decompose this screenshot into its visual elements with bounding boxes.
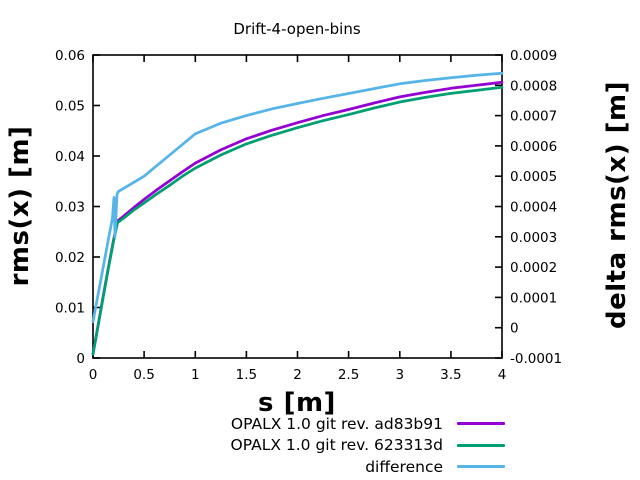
- y-tick-label: 0.06: [55, 48, 85, 64]
- legend: OPALX 1.0 git rev. ad83b91 OPALX 1.0 git…: [231, 413, 505, 478]
- y2-tick-label: 0.0003: [510, 230, 557, 246]
- x-tick-label: 3: [396, 367, 405, 383]
- x-tick-label: 2: [293, 367, 302, 383]
- legend-label: OPALX 1.0 git rev. ad83b91: [230, 414, 443, 433]
- legend-item: OPALX 1.0 git rev. ad83b91: [231, 413, 505, 435]
- y2-tick-label: 0.0001: [510, 290, 557, 306]
- x-tick-label: 0.5: [133, 367, 154, 383]
- x-tick-label: 0: [89, 367, 98, 383]
- legend-label: OPALX 1.0 git rev. 623313d: [230, 436, 443, 455]
- x-axis-label: s [m]: [258, 388, 336, 418]
- series-line-1: [91, 85, 504, 356]
- chart-title: Drift-4-open-bins: [233, 20, 361, 38]
- y2-tick-label: 0.0002: [510, 260, 557, 276]
- series-line-2: [91, 71, 504, 323]
- x-tick-label: 2.5: [338, 367, 359, 383]
- legend-item: difference: [231, 456, 505, 478]
- x-tick-label: 1: [191, 367, 200, 383]
- x-tick-label: 4: [498, 367, 507, 383]
- y-axis-label: rms(x) [m]: [5, 125, 35, 287]
- y-tick-label: 0: [76, 351, 85, 367]
- y2-tick-label: 0.0005: [510, 169, 557, 185]
- y-tick-label: 0.03: [55, 200, 85, 216]
- y2-tick-label: 0.0009: [510, 48, 557, 64]
- x-tick-label: 1.5: [236, 367, 257, 383]
- y-tick-label: 0.05: [55, 99, 85, 115]
- series-line-0: [91, 80, 504, 356]
- y-tick-label: 0.04: [55, 149, 85, 165]
- y2-tick-label: 0: [510, 321, 519, 337]
- y-tick-label: 0.02: [55, 250, 85, 266]
- legend-line-swatch: [457, 443, 505, 447]
- legend-item: OPALX 1.0 git rev. 623313d: [231, 435, 505, 457]
- y2-tick-label: -0.0001: [510, 351, 562, 367]
- legend-line-swatch: [457, 465, 505, 469]
- y2-tick-label: 0.0006: [510, 139, 557, 155]
- legend-line-swatch: [457, 422, 505, 426]
- y-tick-label: 0.01: [55, 301, 85, 317]
- y2-tick-label: 0.0004: [510, 200, 557, 216]
- plot-border: [92, 54, 503, 359]
- y2-axis-label: delta rms(x) [m]: [602, 80, 632, 330]
- x-tick-label: 3.5: [440, 367, 461, 383]
- y2-tick-label: 0.0007: [510, 109, 557, 125]
- y2-tick-label: 0.0008: [510, 78, 557, 94]
- legend-label: difference: [365, 457, 443, 476]
